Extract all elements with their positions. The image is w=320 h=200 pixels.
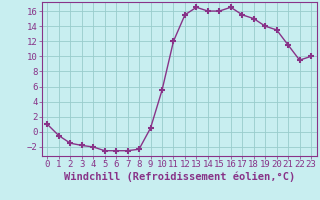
X-axis label: Windchill (Refroidissement éolien,°C): Windchill (Refroidissement éolien,°C): [64, 172, 295, 182]
